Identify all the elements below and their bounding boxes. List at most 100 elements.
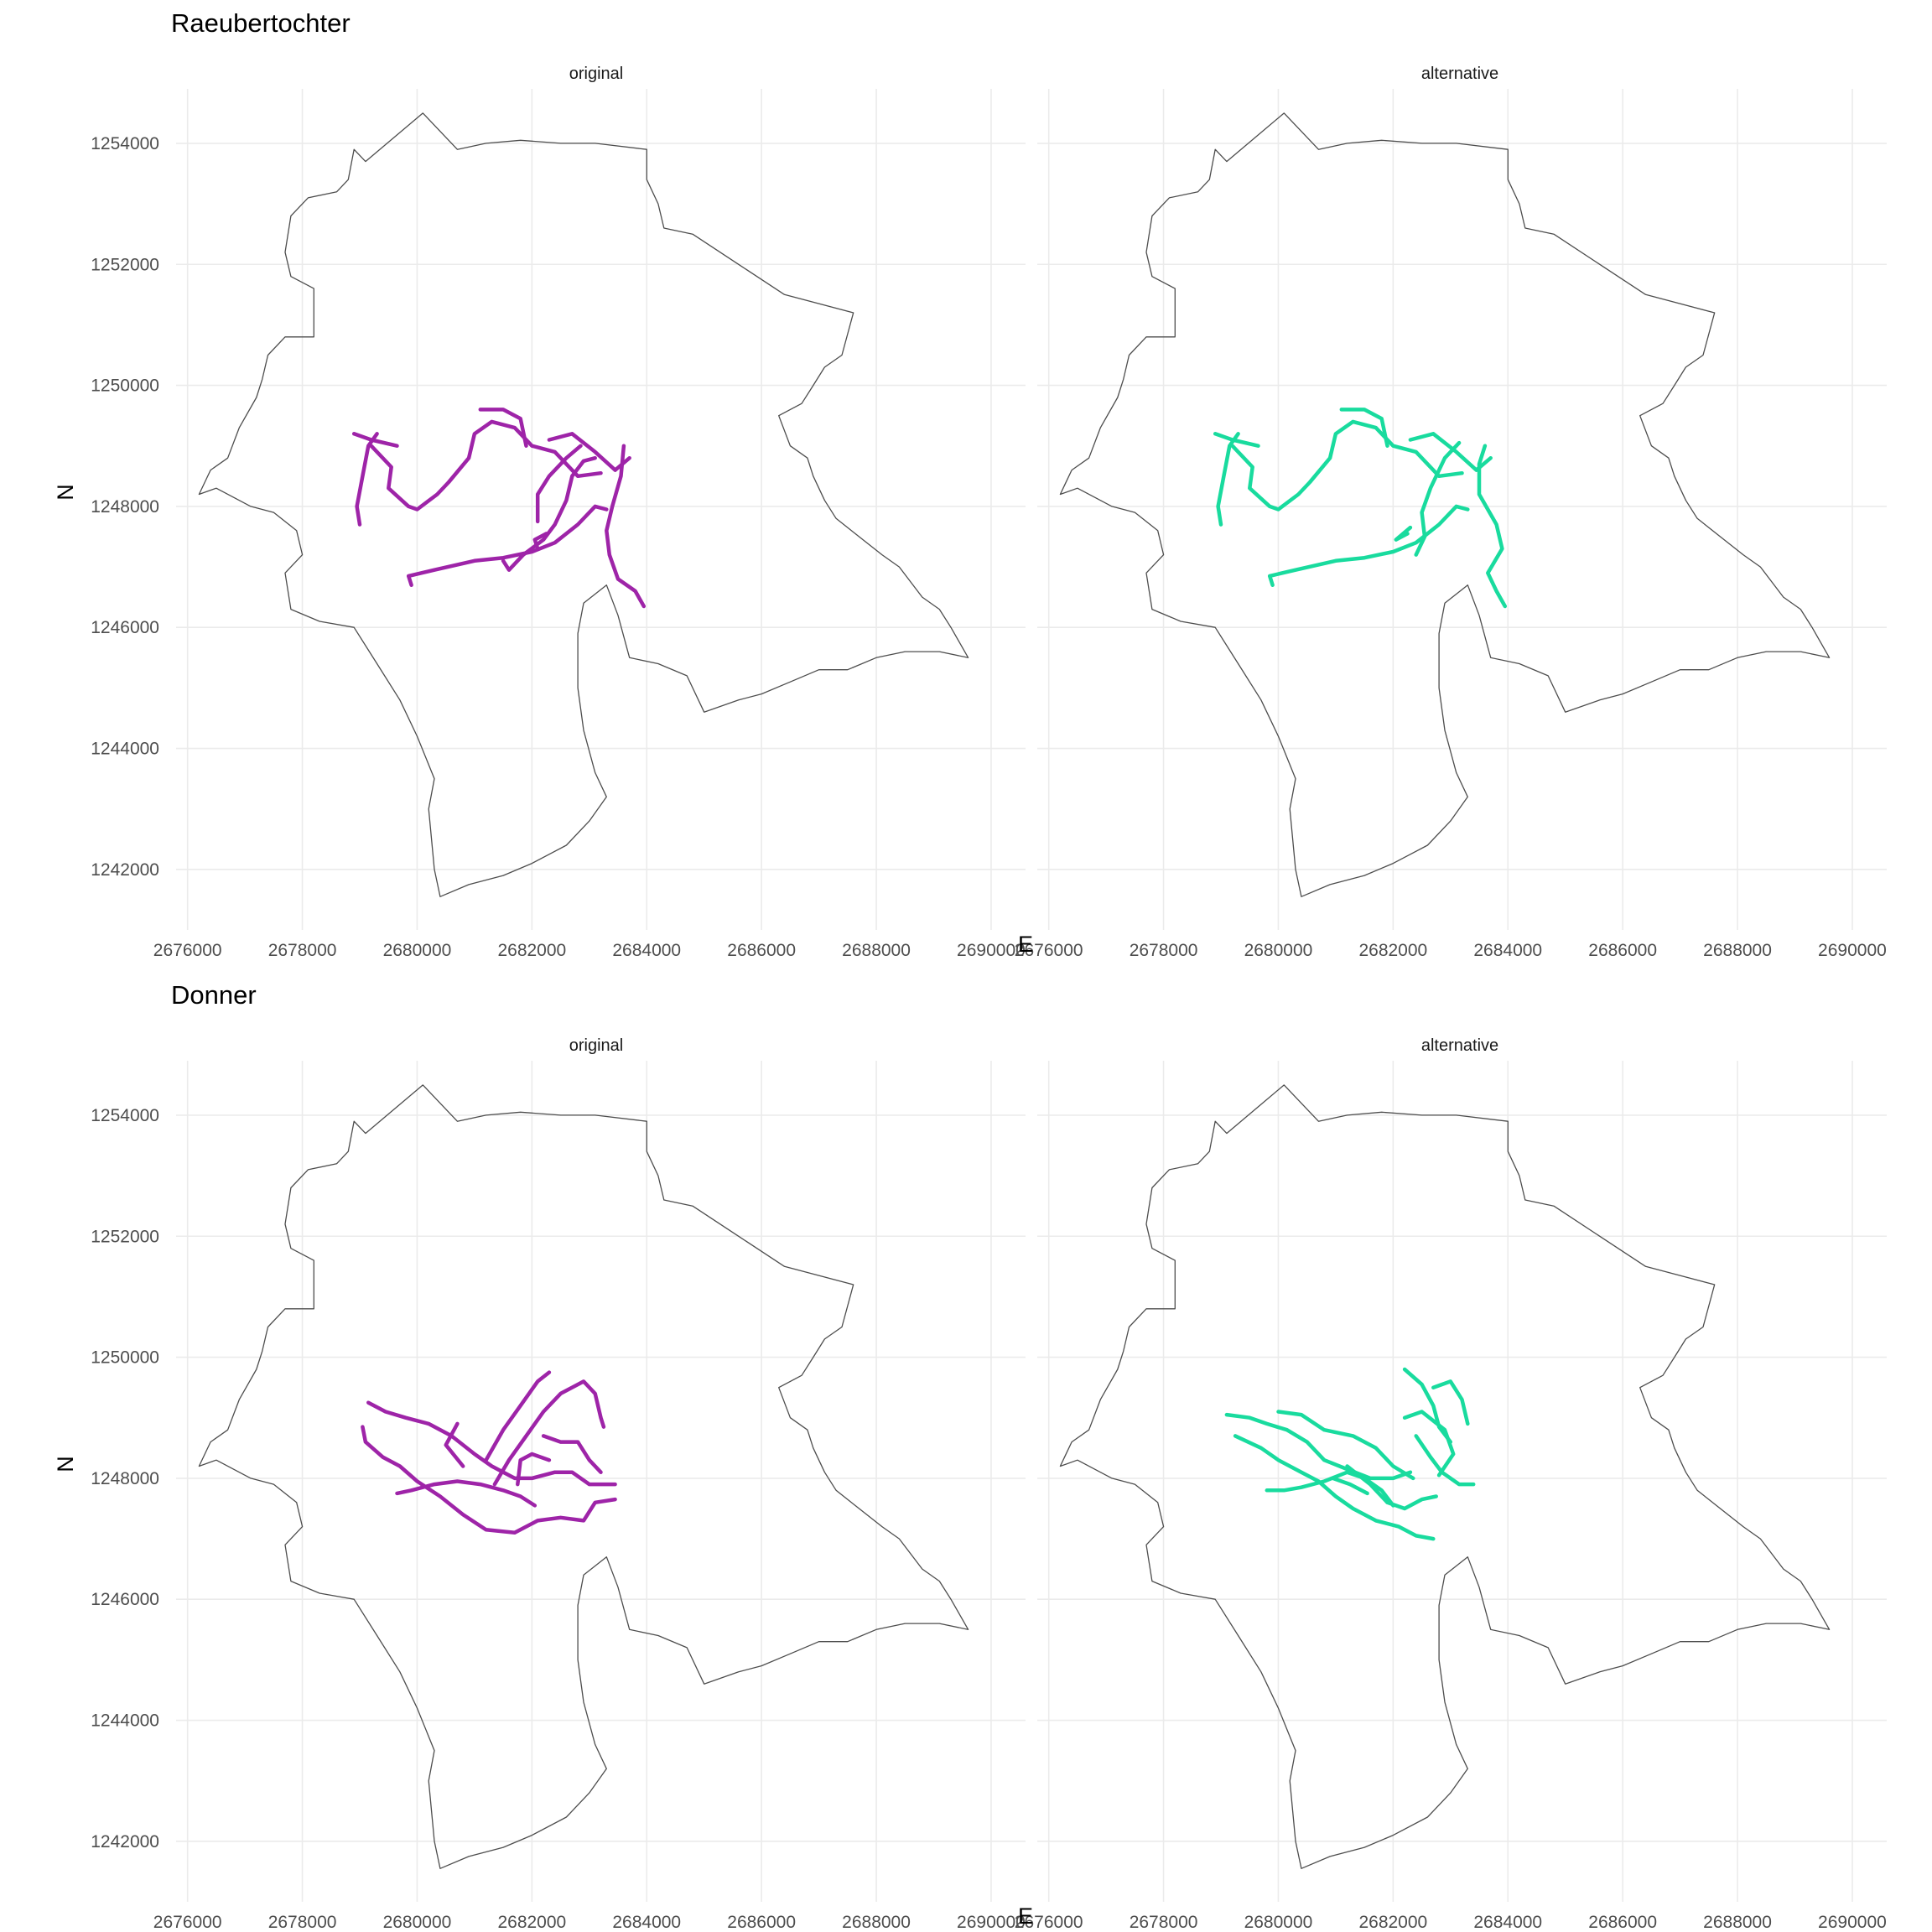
route-track: [1408, 432, 1493, 472]
route-track: [1402, 1410, 1456, 1478]
x-tick-label: 2678000: [268, 1913, 337, 1932]
route-track: [1414, 1434, 1476, 1487]
x-tick-label: 2686000: [727, 1913, 796, 1932]
x-tick-label: 2676000: [1015, 1913, 1083, 1932]
y-tick-label: 1254000: [91, 1106, 159, 1125]
panel-label-original: original: [569, 1036, 623, 1055]
route-track: [535, 444, 583, 524]
route-track: [1265, 1470, 1395, 1508]
route-track: [547, 432, 631, 472]
map-panel-original: [176, 1061, 1026, 1902]
x-tick-label: 2684000: [1473, 1913, 1542, 1932]
route-track: [478, 408, 528, 448]
x-tick-label: 2690000: [957, 1913, 1026, 1932]
x-tick-label: 2688000: [1703, 941, 1772, 960]
x-tick-label: 2686000: [1588, 941, 1657, 960]
x-tick-label: 2688000: [842, 941, 911, 960]
x-tick-label: 2690000: [957, 941, 1026, 960]
route-track: [484, 1370, 552, 1462]
panel-label-original: original: [569, 65, 623, 83]
route-track: [1267, 504, 1470, 587]
route-track: [1233, 1434, 1436, 1541]
route-track: [395, 1479, 538, 1508]
row-raeubertochter: Raeubertochter original alternative 1242…: [53, 8, 1887, 960]
route-track: [355, 432, 379, 527]
route-track: [361, 1425, 617, 1535]
route-track: [1224, 1412, 1413, 1481]
route-track: [1345, 1464, 1438, 1511]
route-track: [532, 532, 548, 551]
y-axis-ticks: 1242000 1244000 1246000 1248000 1250000 12520…: [91, 1106, 159, 1852]
x-tick-label: 2682000: [1358, 941, 1427, 960]
x-tick-label: 2680000: [1244, 941, 1313, 960]
x-tick-label: 2676000: [1015, 941, 1083, 960]
y-tick-label: 1250000: [91, 377, 159, 396]
x-axis-ticks-original: 2676000 2678000 2680000 2682000 2684000 26860…: [153, 941, 1026, 960]
y-tick-label: 1246000: [91, 1590, 159, 1609]
map-panel-original: [176, 89, 1026, 930]
map-panel-alternative: [1037, 89, 1887, 930]
route-track: [1394, 525, 1413, 542]
route-track: [501, 455, 597, 572]
route-track: [1230, 419, 1464, 512]
x-tick-label: 2680000: [383, 1913, 452, 1932]
x-axis-ticks-alternative: 2676000 2678000 2680000 2682000 2684000 26860…: [1015, 1913, 1887, 1932]
x-tick-label: 2688000: [1703, 1913, 1772, 1932]
panel-label-alternative: alternative: [1421, 65, 1498, 83]
y-tick-label: 1250000: [91, 1348, 159, 1368]
y-tick-label: 1246000: [91, 618, 159, 637]
route-track: [1339, 408, 1389, 448]
route-track: [541, 1434, 603, 1474]
x-tick-label: 2690000: [1818, 941, 1887, 960]
x-tick-label: 2680000: [1244, 1913, 1313, 1932]
y-tick-label: 1244000: [91, 740, 159, 759]
row-title: Raeubertochter: [171, 8, 351, 38]
route-track: [1414, 440, 1462, 557]
route-track: [1331, 1476, 1369, 1496]
municipality-boundary: [198, 1084, 969, 1869]
x-tick-label: 2682000: [1358, 1913, 1427, 1932]
municipality-boundary: [1059, 112, 1831, 897]
route-track: [516, 1452, 552, 1487]
x-tick-label: 2678000: [268, 941, 337, 960]
route-track: [369, 419, 603, 512]
y-axis-title: N: [53, 484, 78, 501]
x-tick-label: 2676000: [153, 1913, 222, 1932]
x-tick-label: 2684000: [1473, 941, 1542, 960]
y-tick-label: 1248000: [91, 1469, 159, 1488]
x-axis-ticks-alternative: 2676000 2678000 2680000 2682000 2684000 26860…: [1015, 941, 1887, 960]
route-track: [1402, 1367, 1453, 1444]
route-track: [492, 1379, 606, 1487]
y-tick-label: 1252000: [91, 255, 159, 274]
y-tick-label: 1244000: [91, 1711, 159, 1731]
x-tick-label: 2682000: [497, 1913, 566, 1932]
x-tick-label: 2688000: [842, 1913, 911, 1932]
x-tick-label: 2682000: [497, 941, 566, 960]
route-track: [605, 444, 647, 609]
route-track: [406, 504, 609, 587]
x-axis-title: E: [1018, 932, 1033, 957]
route-track: [1431, 1379, 1470, 1426]
row-donner: Donner original alternative 1242000 12440…: [53, 980, 1887, 1932]
route-track: [351, 432, 399, 448]
x-tick-label: 2690000: [1818, 1913, 1887, 1932]
y-tick-label: 1254000: [91, 134, 159, 153]
route-track: [1276, 1410, 1415, 1481]
x-tick-label: 2680000: [383, 941, 452, 960]
route-track: [366, 1400, 617, 1487]
y-tick-label: 1248000: [91, 497, 159, 517]
x-tick-label: 2684000: [612, 1913, 681, 1932]
x-tick-label: 2686000: [1588, 1913, 1657, 1932]
panel-label-alternative: alternative: [1421, 1036, 1498, 1055]
y-tick-label: 1242000: [91, 1832, 159, 1852]
x-tick-label: 2676000: [153, 941, 222, 960]
route-track: [1477, 444, 1508, 609]
y-axis-title: N: [53, 1456, 78, 1472]
x-tick-label: 2684000: [612, 941, 681, 960]
y-tick-label: 1252000: [91, 1227, 159, 1246]
route-track: [444, 1421, 465, 1468]
row-title: Donner: [171, 980, 257, 1010]
route-track: [1213, 432, 1260, 448]
x-tick-label: 2686000: [727, 941, 796, 960]
